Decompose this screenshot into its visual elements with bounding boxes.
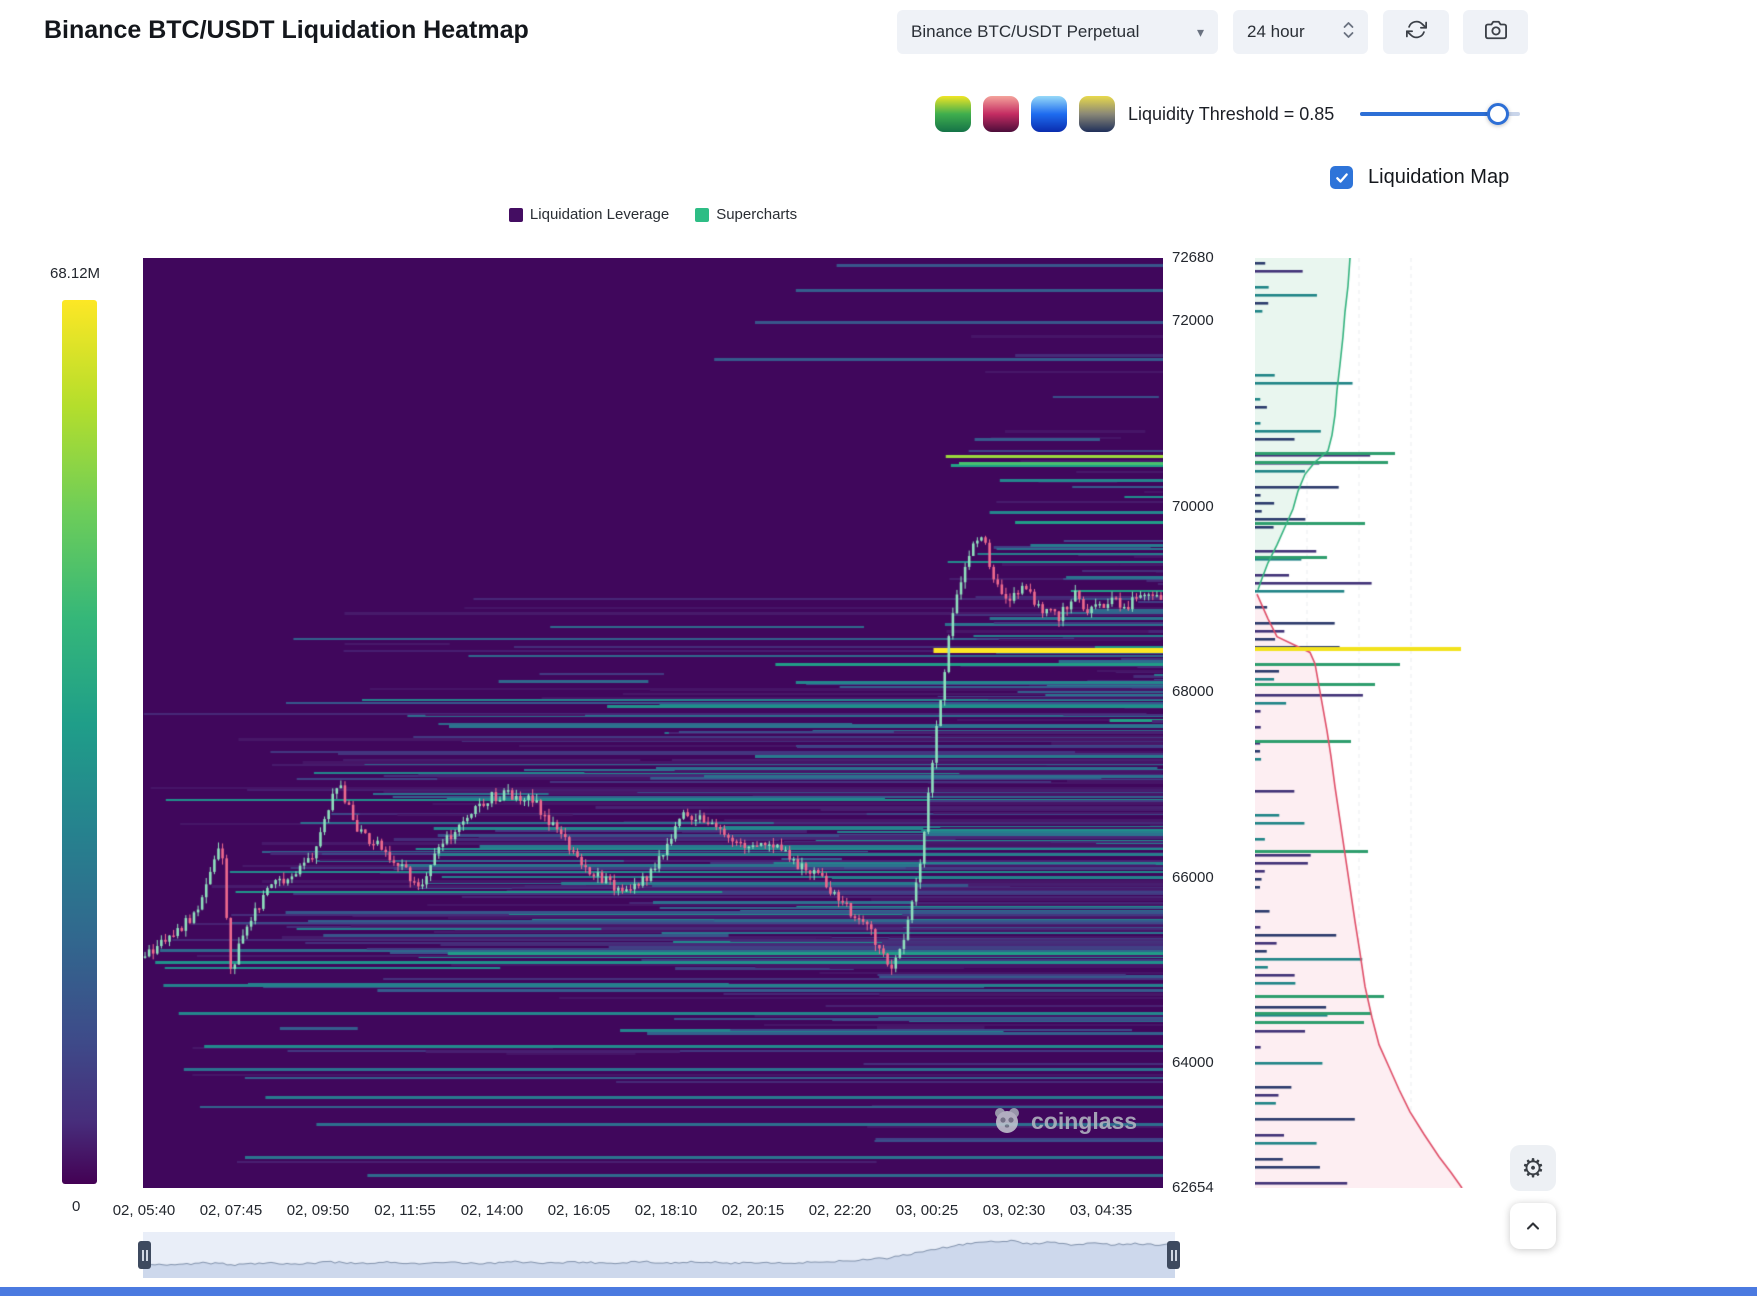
palette-cividis-button[interactable] [1079, 96, 1115, 132]
palette-magma-red-button[interactable] [983, 96, 1019, 132]
palette-ocean-blue-button[interactable] [1031, 96, 1067, 132]
watermark-text: coinglass [1031, 1107, 1138, 1134]
legend-item-liquidation-leverage[interactable]: Liquidation Leverage [508, 206, 670, 223]
price-axis: 72680 72000 70000 68000 66000 64000 62654 [1172, 249, 1242, 1196]
legend-label: Supercharts [716, 206, 798, 223]
refresh-button[interactable] [1383, 10, 1449, 54]
price-tick: 64000 [1172, 1054, 1214, 1072]
time-tick: 02, 20:15 [721, 1202, 785, 1219]
time-tick: 02, 18:10 [634, 1202, 698, 1219]
liquidity-threshold-slider[interactable] [1360, 103, 1520, 125]
chevron-down-icon: ▾ [1196, 23, 1204, 40]
price-tick: 66000 [1172, 868, 1214, 886]
check-icon [1335, 172, 1348, 183]
price-tick: 70000 [1172, 497, 1214, 515]
colorbar-min-label: 0 [72, 1198, 81, 1215]
time-axis: 02, 05:40 02, 07:45 02, 09:50 02, 11:55 02, … [113, 1202, 1163, 1222]
coinglass-watermark: coinglass [992, 1106, 1137, 1136]
liquidation-map-label: Liquidation Map [1368, 166, 1510, 188]
page-title: Binance BTC/USDT Liquidation Heatmap [44, 16, 529, 44]
refresh-icon [1405, 19, 1427, 45]
liquidation-map-checkbox[interactable] [1330, 166, 1353, 189]
time-tick: 02, 14:00 [460, 1202, 524, 1219]
scroll-top-button[interactable] [1510, 1203, 1556, 1249]
time-tick: 02, 09:50 [286, 1202, 350, 1219]
panda-logo-icon [995, 1108, 1019, 1133]
price-tick: 72000 [1172, 312, 1214, 330]
legend-swatch-green [695, 207, 710, 222]
palette-green-yellow-button[interactable] [935, 96, 971, 132]
timeframe-select-value: 24 hour [1247, 22, 1305, 41]
liquidation-depth-canvas[interactable] [1255, 258, 1467, 1188]
time-tick: 03, 04:35 [1069, 1202, 1133, 1219]
chart-legend: Liquidation Leverage Supercharts [143, 206, 1163, 223]
price-tick: 68000 [1172, 683, 1214, 701]
colorbar [62, 300, 97, 1184]
time-tick: 02, 16:05 [547, 1202, 611, 1219]
time-tick: 03, 00:25 [895, 1202, 959, 1219]
gear-icon: ⚙ [1521, 1152, 1545, 1183]
stepper-icon [1343, 21, 1354, 44]
camera-icon [1484, 19, 1507, 46]
settings-button[interactable]: ⚙ [1510, 1145, 1556, 1191]
time-tick: 02, 05:40 [112, 1202, 176, 1219]
legend-item-supercharts[interactable]: Supercharts [695, 206, 797, 223]
navigator-handle-right[interactable] [1167, 1241, 1180, 1269]
navigator-canvas[interactable] [143, 1232, 1175, 1278]
timeframe-select[interactable]: 24 hour [1233, 10, 1368, 54]
screenshot-button[interactable] [1463, 10, 1528, 54]
range-navigator[interactable] [138, 1232, 1180, 1278]
legend-label: Liquidation Leverage [529, 206, 670, 223]
time-tick: 02, 22:20 [808, 1202, 872, 1219]
bottom-section-edge [0, 1287, 1757, 1296]
liquidation-map-toggle-row: Liquidation Map [1330, 166, 1509, 189]
chevron-up-icon [1526, 1222, 1540, 1230]
colorbar-max-label: 68.12M [50, 265, 101, 282]
slider-fill [1360, 112, 1498, 116]
symbol-select-value: Binance BTC/USDT Perpetual [911, 22, 1140, 41]
time-tick: 02, 07:45 [199, 1202, 263, 1219]
slider-handle[interactable] [1487, 103, 1509, 125]
legend-swatch-purple [508, 207, 523, 222]
time-tick: 02, 11:55 [374, 1202, 436, 1219]
liquidation-heatmap-canvas[interactable] [143, 258, 1163, 1188]
symbol-select[interactable]: Binance BTC/USDT Perpetual ▾ [897, 10, 1218, 54]
price-tick: 72680 [1172, 249, 1214, 266]
liquidity-threshold-label: Liquidity Threshold = 0.85 [1128, 104, 1335, 124]
navigator-handle-left[interactable] [138, 1241, 151, 1269]
price-tick: 62654 [1172, 1179, 1214, 1196]
time-tick: 03, 02:30 [982, 1202, 1046, 1219]
